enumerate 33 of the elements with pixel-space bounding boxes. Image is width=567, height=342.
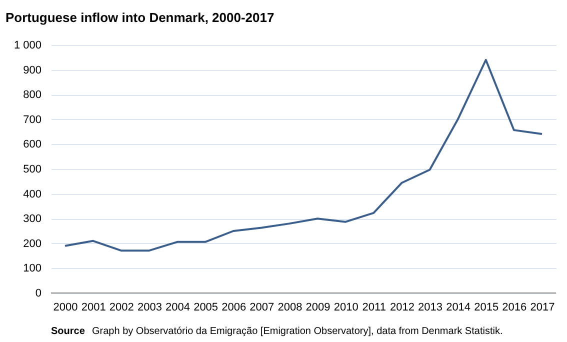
x-tick-label: 2017 <box>530 302 555 314</box>
x-tick-label: 2009 <box>306 302 330 314</box>
x-tick-label: 2004 <box>166 302 190 314</box>
y-tick-label: 500 <box>23 164 42 176</box>
y-tick-label: 300 <box>23 213 42 226</box>
y-tick-label: 600 <box>23 138 42 151</box>
y-tick-label: 900 <box>23 64 42 76</box>
y-tick-label: 700 <box>23 114 42 126</box>
y-tick-label: 1 000 <box>14 40 42 52</box>
y-tick-label: 200 <box>23 238 42 250</box>
x-tick-label: 2007 <box>250 302 274 314</box>
y-tick-label: 100 <box>23 262 42 275</box>
line-series <box>64 58 543 252</box>
x-tick-label: 2003 <box>137 302 162 314</box>
x-tick-label: 2016 <box>502 302 527 314</box>
x-tick-label: 2002 <box>109 302 134 314</box>
y-tick-label: 400 <box>23 188 42 200</box>
y-tick-label: 800 <box>23 89 42 102</box>
x-tick-label: 2001 <box>81 302 106 314</box>
text: Source <box>51 326 86 337</box>
x-tick-label: 2012 <box>390 302 414 314</box>
x-tick-label: 2014 <box>446 302 471 314</box>
x-tick-label: 2015 <box>474 302 499 314</box>
chart-title: Portuguese inflow into Denmark, 2000-2017 <box>5 10 274 25</box>
x-tick-label: 2000 <box>53 302 78 314</box>
x-tick-label: 2005 <box>194 302 218 314</box>
y-tick-label: 0 <box>35 288 42 300</box>
x-tick-label: 2006 <box>222 302 246 314</box>
x-tick-label: 2010 <box>334 302 358 314</box>
text: Graph by Observatório da Emigração [Emigration Observatory], data from Denmark Statistik. <box>92 326 503 337</box>
x-tick-label: 2011 <box>362 302 386 314</box>
x-tick-label: 2008 <box>278 302 302 314</box>
x-tick-label: 2013 <box>418 302 442 314</box>
